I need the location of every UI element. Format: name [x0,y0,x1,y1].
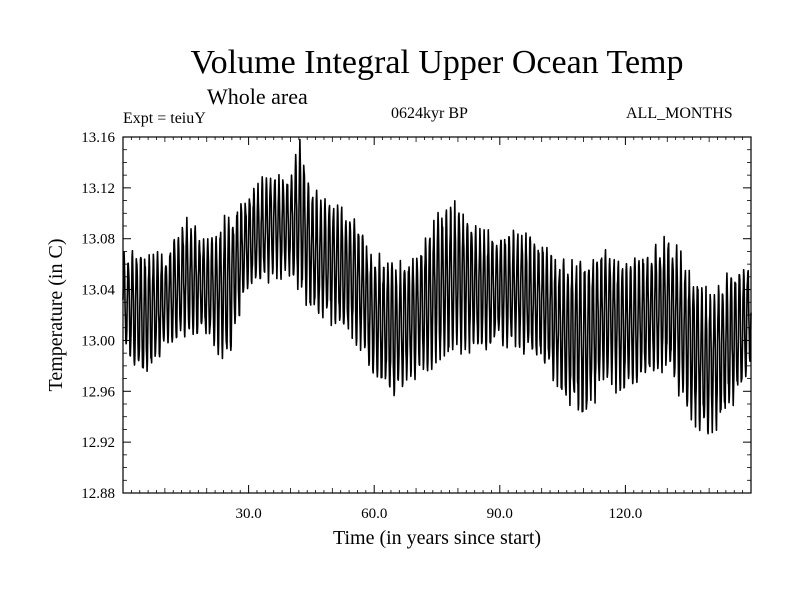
x-tick-label: 120.0 [609,506,643,522]
y-tick-label: 13.04 [81,283,115,299]
series-line [122,138,752,435]
y-tick-label: 12.96 [81,384,115,400]
months-label: ALL_MONTHS [626,105,733,122]
chart-title: Volume Integral Upper Ocean Temp [190,44,684,81]
period-label: 0624kyr BP [391,105,468,122]
y-tick-label: 12.92 [81,435,115,451]
y-tick-label: 13.12 [81,181,115,197]
x-tick-label: 30.0 [235,506,261,522]
experiment-label: Expt = teiuY [123,110,206,127]
y-tick-label: 12.88 [81,486,115,502]
y-tick-label: 13.08 [81,232,115,248]
y-tick-label: 13.16 [81,130,115,146]
x-tick-label: 60.0 [361,506,387,522]
tick-layer [123,136,751,494]
y-axis-label: Temperature (in C) [45,239,67,392]
chart-subtitle: Whole area [207,84,308,109]
x-tick-label: 90.0 [487,506,513,522]
x-axis-label: Time (in years since start) [333,527,541,549]
series-layer [122,138,752,435]
y-tick-label: 13.00 [81,333,115,349]
tick-label-layer: 30.0 60.0 90.0 120.0 12.88 12.92 12.96 13.00 13.… [81,130,642,522]
